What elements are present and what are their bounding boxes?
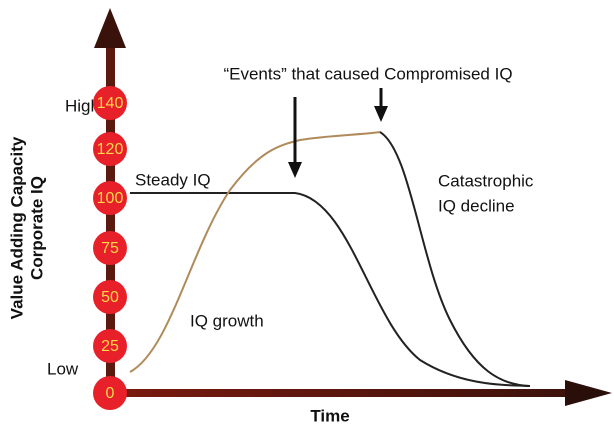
scale-label: 140 (97, 95, 124, 112)
scale-label: 25 (101, 338, 119, 355)
growth-label: IQ growth (190, 311, 264, 330)
scale-circle (93, 376, 127, 410)
y-axis (106, 40, 115, 396)
scale-label: 75 (101, 240, 119, 257)
x-title: Time (310, 406, 349, 425)
scale-circle (93, 181, 127, 215)
scale-label: 120 (97, 141, 124, 158)
growth-curve (129, 131, 381, 373)
x-arrow (565, 380, 612, 406)
events-label: “Events” that caused Compromised IQ (223, 64, 512, 83)
y-title: Value Adding Capacity (7, 136, 26, 319)
catastrophic-label: IQ decline (438, 196, 515, 215)
event-arrowhead (374, 106, 388, 122)
steady-curve (130, 192, 531, 387)
scale-circle (93, 86, 127, 120)
event-arrowhead (288, 162, 302, 178)
scale-circle (93, 231, 127, 265)
steady-label: Steady IQ (135, 170, 211, 189)
x-axis (110, 389, 580, 397)
decline-curve (379, 131, 531, 387)
low-label: Low (47, 359, 79, 378)
scale-label: 100 (97, 190, 124, 207)
scale-label: 0 (106, 385, 115, 402)
scale-label: 50 (101, 289, 119, 306)
scale-circle (93, 329, 127, 363)
y-title: Corporate IQ (27, 176, 46, 280)
catastrophic-label: Catastrophic (438, 171, 534, 190)
high-label: High (65, 96, 100, 115)
y-arrow (94, 8, 126, 48)
scale-circle (93, 280, 127, 314)
scale-circle (93, 132, 127, 166)
